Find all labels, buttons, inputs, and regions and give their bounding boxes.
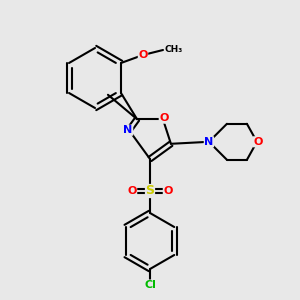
Text: O: O (138, 50, 148, 60)
Text: O: O (159, 113, 169, 123)
Text: O: O (163, 186, 173, 196)
Text: Cl: Cl (144, 280, 156, 290)
Text: CH₃: CH₃ (165, 46, 183, 55)
Text: S: S (146, 184, 154, 197)
Text: N: N (124, 125, 133, 135)
Text: N: N (204, 137, 214, 147)
Text: O: O (127, 186, 137, 196)
Text: O: O (253, 137, 262, 147)
